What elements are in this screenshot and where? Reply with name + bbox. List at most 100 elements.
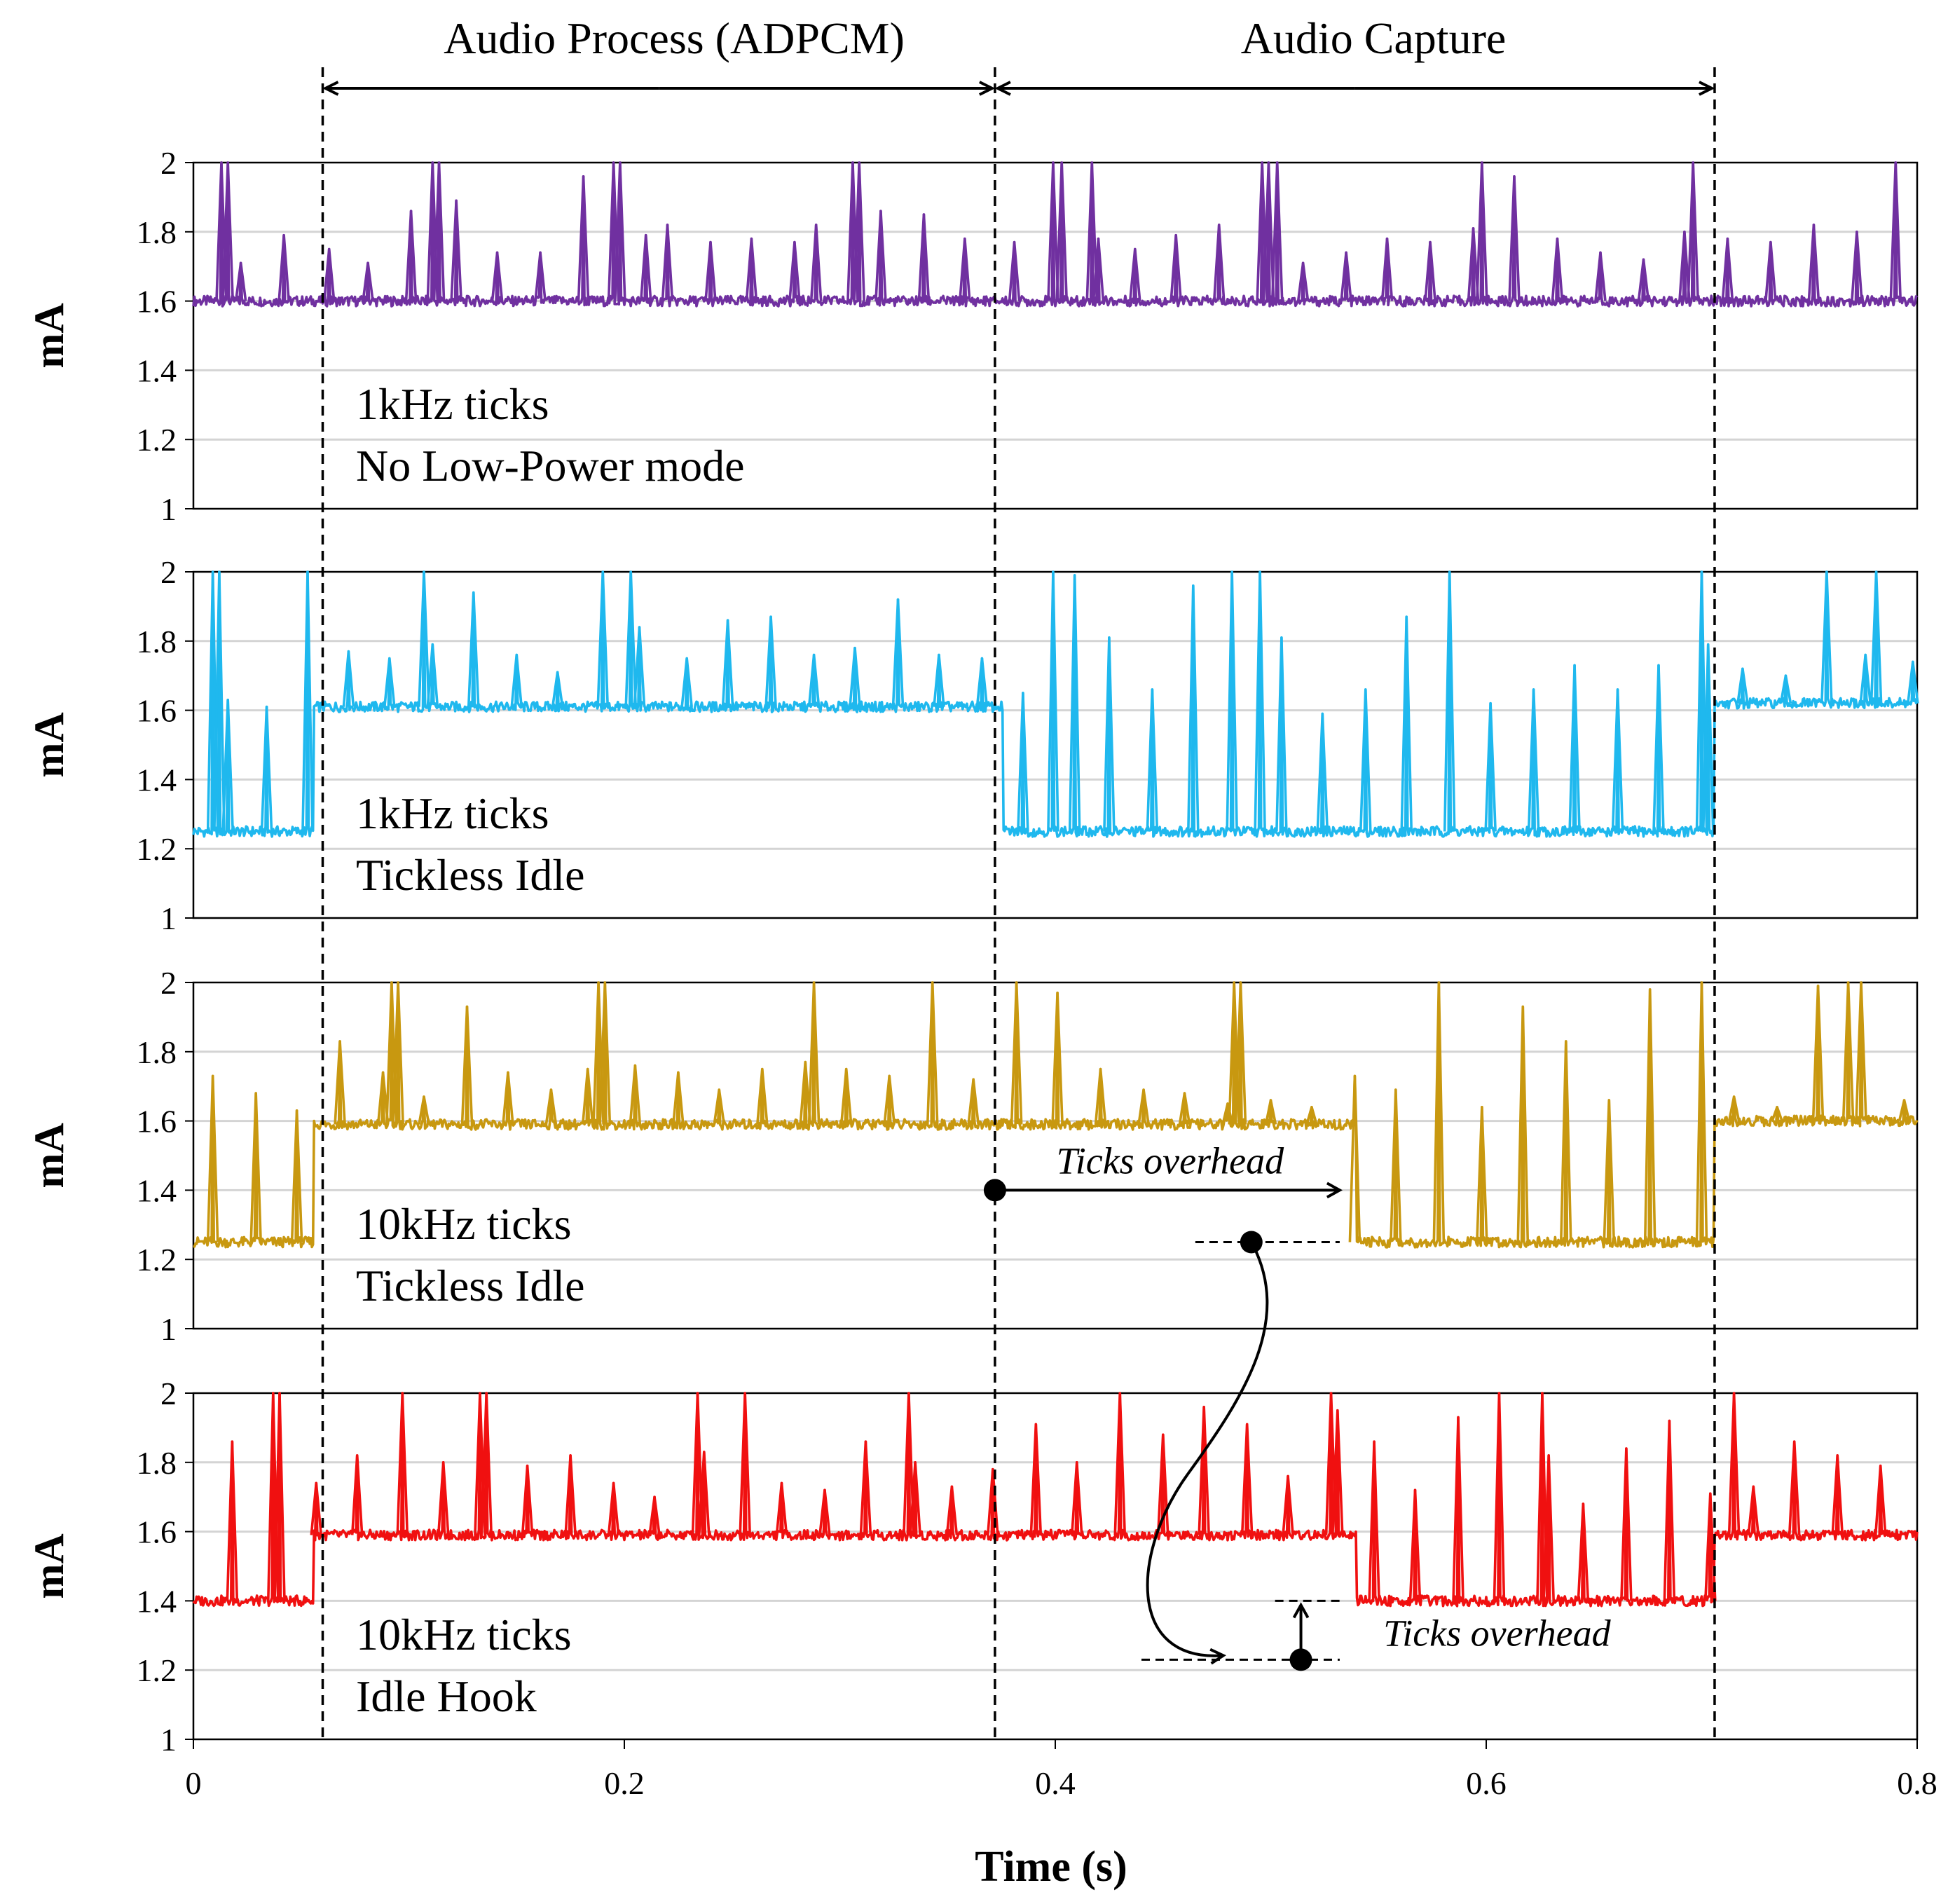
series-peak [788, 240, 801, 301]
series-peak [1443, 570, 1456, 832]
series-peak [1652, 664, 1665, 832]
series-peak [437, 1461, 450, 1535]
panel-label-ticks: 1kHz ticks [356, 788, 549, 838]
series-peak [926, 981, 939, 1125]
series-peak [249, 1092, 262, 1242]
y-tick-label: 1.2 [137, 1242, 177, 1278]
series-peak [277, 233, 290, 301]
series-peak [1010, 981, 1023, 1125]
y-tick-label: 1.8 [137, 214, 177, 250]
series-peak [1779, 674, 1792, 704]
series-peak [1889, 161, 1902, 301]
series-peak [1704, 1492, 1717, 1601]
series-peak [396, 1392, 409, 1535]
series-peak [290, 1109, 303, 1242]
series-peak [775, 1481, 788, 1535]
series-peak [1542, 1454, 1555, 1601]
panel-label-ticks: 10kHz ticks [356, 1610, 572, 1659]
series-peak [1551, 237, 1564, 301]
panel-label-mode: No Low-Power mode [356, 441, 745, 491]
ticks-overhead-label: Ticks overhead [1057, 1139, 1284, 1182]
series-peak [1508, 174, 1521, 301]
series-peak [1874, 1464, 1887, 1535]
series-peak [596, 570, 610, 707]
plot-frame [192, 570, 1919, 919]
panel-label-mode: Tickless Idle [356, 1261, 585, 1310]
y-tick-label: 1.2 [137, 422, 177, 458]
series-peak [551, 671, 564, 707]
series-peak [450, 199, 462, 301]
series-peak [1855, 981, 1867, 1121]
y-tick-label: 1.4 [137, 1583, 177, 1619]
series-peak [1898, 1099, 1911, 1122]
series-peak [874, 210, 887, 301]
series-line [192, 161, 1919, 308]
series-peak [1296, 261, 1310, 301]
series-peak [1305, 1106, 1318, 1125]
series-peak [1701, 643, 1715, 832]
connector-curve [1146, 1241, 1269, 1656]
series-peak [383, 657, 396, 707]
panel-1: 1 1.2 1.4 1.6 1.8 2 mA 1kHz ticks No Low-Power m… [26, 145, 1919, 527]
series-peak [334, 1040, 346, 1125]
series-peak [1051, 992, 1064, 1125]
series-peak [510, 653, 523, 707]
series-peak [1094, 1067, 1107, 1125]
y-tick-label: 1 [160, 1722, 177, 1758]
series-peak [639, 233, 652, 301]
series-peak [883, 1074, 896, 1125]
y-tick-label: 2 [160, 965, 177, 1001]
series-peak [1727, 1392, 1741, 1535]
series-peak [1128, 247, 1141, 301]
series-peak [680, 657, 693, 707]
series-peak [1476, 161, 1488, 301]
series-peak [206, 1074, 219, 1242]
series-peak [480, 1392, 493, 1535]
y-tick-label: 1.8 [137, 624, 177, 659]
series-peak [577, 174, 590, 301]
y-tick-label: 1.4 [137, 352, 177, 388]
series-peak [310, 1481, 323, 1535]
series-peak [1859, 653, 1872, 704]
series-peak [1316, 712, 1329, 832]
series-peak [1643, 988, 1656, 1242]
series-peak [1390, 1088, 1402, 1242]
series-peak [1029, 1423, 1043, 1535]
series-peak [1008, 240, 1021, 301]
series-peak [1103, 636, 1116, 832]
y-tick-label: 1.6 [137, 1104, 177, 1139]
series-peak [614, 161, 626, 301]
series-peak [273, 1392, 286, 1601]
series-peak [404, 210, 418, 301]
ticks-overhead-label: Ticks overhead [1383, 1612, 1611, 1654]
series-peak [1359, 688, 1372, 832]
series-peak [909, 1461, 921, 1535]
series-peak [1695, 981, 1708, 1242]
series-peak [521, 1464, 534, 1535]
series-peak [1721, 237, 1734, 301]
series-peak [1727, 1095, 1741, 1121]
y-tick-label: 1.8 [137, 1034, 177, 1070]
series-peak [1764, 240, 1777, 301]
series-peak [1047, 570, 1059, 832]
series-peak [1187, 584, 1200, 832]
y-axis-title: mA [26, 712, 72, 777]
y-tick-label: 2 [160, 145, 177, 181]
phase-label-audio-capture: Audio Capture [1241, 13, 1507, 63]
series-peak [903, 1392, 915, 1535]
phase-header: Audio Process (ADPCM) Audio Capture [444, 13, 1506, 63]
panels: 1 1.2 1.4 1.6 1.8 2 mA 1kHz ticks No Low-Power m… [26, 145, 1919, 1758]
series-peak [967, 1078, 980, 1125]
series-peak [1788, 1440, 1801, 1535]
series-peak [1092, 237, 1105, 301]
series-peak [392, 981, 404, 1125]
y-axis-title: mA [26, 303, 72, 368]
series-peak [1380, 237, 1394, 301]
y-tick-label: 1.6 [137, 693, 177, 729]
series-peak [849, 646, 861, 707]
series-peak [648, 1495, 661, 1535]
series-peak [1085, 161, 1099, 301]
series-peak [661, 224, 674, 301]
panel-label-ticks: 10kHz ticks [356, 1199, 572, 1249]
series-peak [467, 591, 480, 707]
